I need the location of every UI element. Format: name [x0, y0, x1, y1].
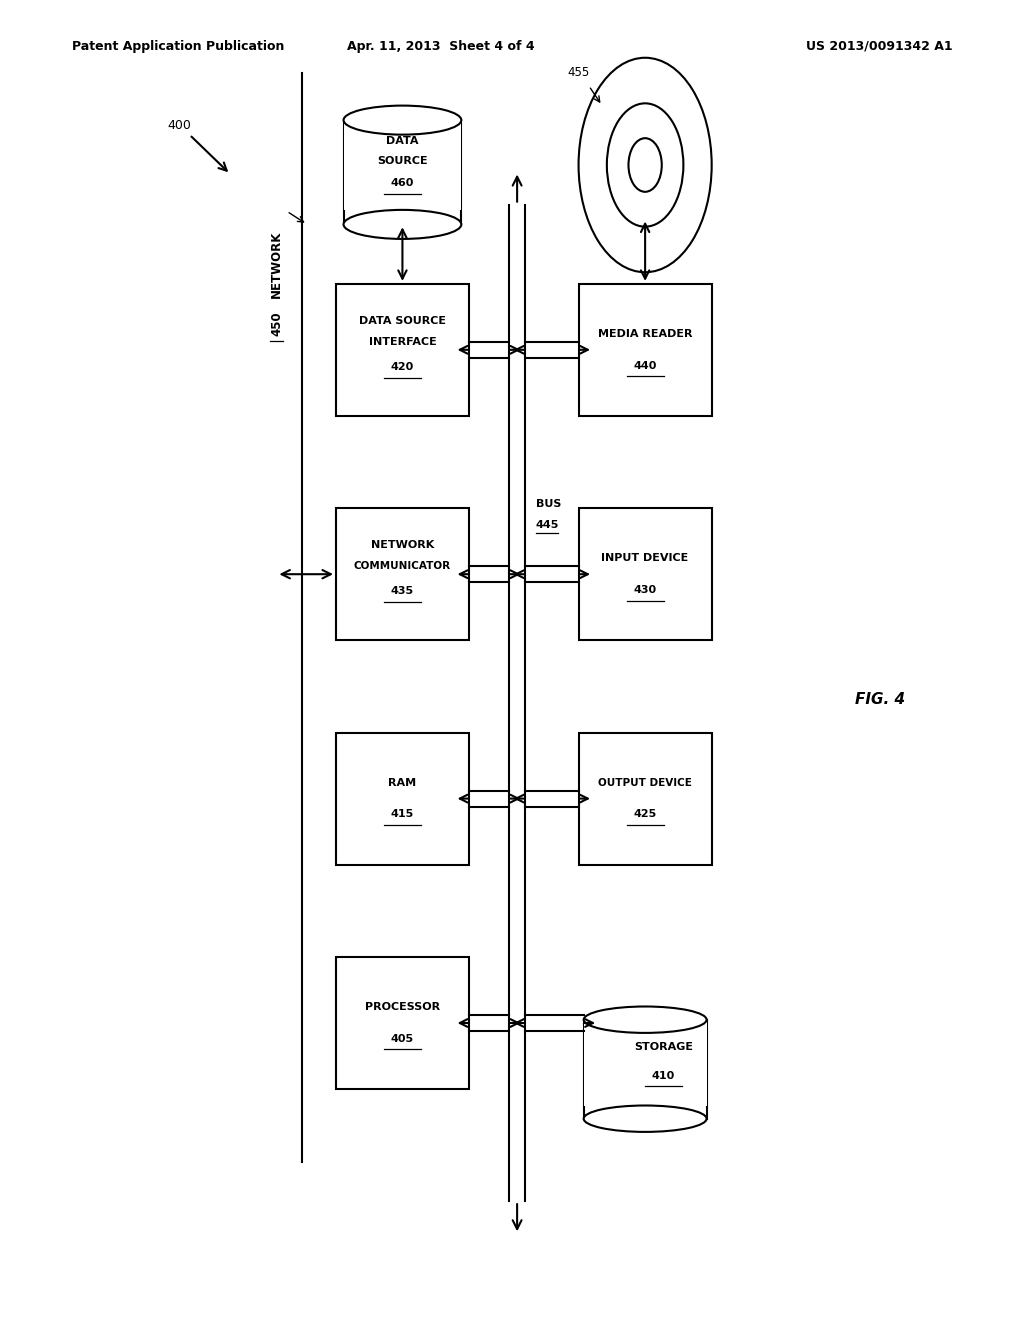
Text: 450: 450	[270, 312, 283, 335]
Text: 440: 440	[634, 360, 656, 371]
Text: 400: 400	[167, 119, 191, 132]
Text: PROCESSOR: PROCESSOR	[365, 1002, 440, 1012]
Text: NETWORK: NETWORK	[371, 540, 434, 550]
Text: INPUT DEVICE: INPUT DEVICE	[601, 553, 689, 564]
Bar	[579, 733, 712, 865]
Text: OUTPUT DEVICE: OUTPUT DEVICE	[598, 777, 692, 788]
Text: RAM: RAM	[388, 777, 417, 788]
Text: 420: 420	[391, 362, 414, 372]
Text: STORAGE: STORAGE	[634, 1041, 693, 1052]
Ellipse shape	[344, 210, 461, 239]
Text: 445: 445	[536, 520, 559, 531]
Bar	[336, 508, 469, 640]
Text: Patent Application Publication: Patent Application Publication	[72, 40, 284, 53]
Text: FIG. 4: FIG. 4	[855, 692, 905, 708]
Text: 415: 415	[391, 809, 414, 820]
Text: BUS: BUS	[536, 499, 561, 510]
Text: DATA: DATA	[386, 136, 419, 147]
Text: 455: 455	[567, 66, 590, 79]
Bar	[584, 1019, 707, 1106]
Text: NETWORK: NETWORK	[270, 230, 283, 298]
Bar	[344, 120, 461, 210]
Bar	[336, 733, 469, 865]
Ellipse shape	[584, 1006, 707, 1032]
Text: COMMUNICATOR: COMMUNICATOR	[354, 561, 451, 572]
Text: 425: 425	[634, 809, 656, 820]
Bar	[579, 508, 712, 640]
Bar	[579, 284, 712, 416]
Text: 405: 405	[391, 1034, 414, 1044]
Text: INTERFACE: INTERFACE	[369, 337, 436, 347]
Ellipse shape	[584, 1106, 707, 1133]
Text: SOURCE: SOURCE	[377, 156, 428, 166]
Ellipse shape	[344, 106, 461, 135]
Text: Apr. 11, 2013  Sheet 4 of 4: Apr. 11, 2013 Sheet 4 of 4	[346, 40, 535, 53]
Text: 460: 460	[391, 178, 414, 189]
Text: MEDIA READER: MEDIA READER	[598, 329, 692, 339]
Text: 430: 430	[634, 585, 656, 595]
Ellipse shape	[579, 58, 712, 272]
Text: 410: 410	[652, 1071, 675, 1081]
Bar	[336, 284, 469, 416]
Ellipse shape	[629, 139, 662, 191]
Text: US 2013/0091342 A1: US 2013/0091342 A1	[806, 40, 952, 53]
Ellipse shape	[607, 103, 683, 227]
Text: 435: 435	[391, 586, 414, 597]
Bar	[336, 957, 469, 1089]
Text: DATA SOURCE: DATA SOURCE	[359, 315, 445, 326]
